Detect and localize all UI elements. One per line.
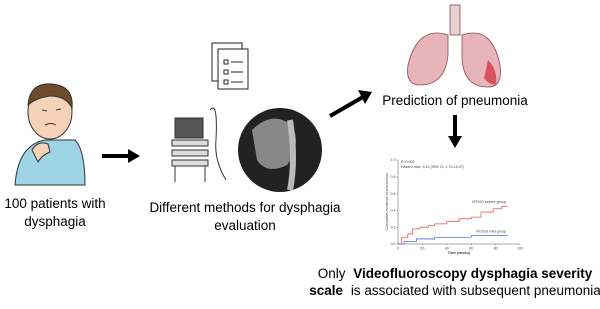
conclusion: Only Videofluoroscopy dysphagia severity [318, 266, 593, 281]
step-segment [404, 238, 417, 242]
conclusion: scale is associated with subsequent pneu… [309, 283, 600, 298]
step-segment [407, 228, 414, 235]
conclusion-text: scale [309, 283, 343, 298]
step-segment [416, 237, 435, 240]
y-tick-label: 1.0 [391, 158, 396, 162]
step-segment [471, 212, 482, 218]
methods-label: evaluation [214, 218, 276, 233]
step-segment [434, 235, 472, 238]
y-tick-label: 0.6 [391, 192, 396, 196]
step-segment [398, 241, 405, 245]
conclusion-text: Videofluoroscopy dysphagia severity [353, 266, 593, 281]
methods-label: Different methods for dysphagia [149, 200, 341, 215]
patients-label: dysphagia [24, 214, 86, 229]
documents-icon [211, 42, 249, 90]
arrow [448, 115, 462, 148]
annotation: Hazard ratio, 5.12 (95% CI, 1.70-15.37) [401, 165, 464, 169]
x-tick-label: 0 [397, 247, 399, 251]
patient-icon [14, 83, 86, 186]
annotation: P=0.002 [401, 160, 415, 164]
xray-image [238, 108, 322, 192]
x-tick-label: 60 [469, 247, 473, 251]
conclusion-text: is associated with subsequent pneumonia [351, 283, 600, 298]
x-tick-label: 20 [420, 247, 424, 251]
y-tick-label: 0.8 [391, 175, 396, 179]
series-label: VFDSS severe group [472, 200, 506, 204]
step-segment [480, 208, 494, 213]
conclusion-text: Only [318, 266, 346, 281]
prediction-label: Prediction of pneumonia [382, 93, 528, 108]
x-tick-label: 80 [494, 247, 498, 251]
x-axis-label: Time (weeks) [448, 251, 471, 255]
km-chart: 0.0 0.2 0.4 0.6 0.8 1.0 0 20 40 60 80 100 Time (week… [385, 158, 523, 255]
step-segment [401, 233, 409, 238]
x-tick-label: 40 [445, 247, 449, 251]
step-segment [434, 221, 448, 225]
arrow [329, 90, 372, 118]
arrow [102, 149, 140, 163]
step-segment [459, 217, 472, 220]
step-segment [412, 227, 421, 230]
series-label: VFDSS mild group [476, 230, 506, 234]
equipment-icon [171, 107, 227, 182]
lungs-icon [407, 4, 501, 88]
y-tick-label: 0.2 [391, 225, 396, 229]
y-tick-label: 0.0 [391, 242, 396, 246]
y-tick-label: 0.4 [391, 209, 396, 213]
y-axis-label: Cumulative incidence of pneumonia [385, 174, 389, 231]
step-segment [428, 223, 435, 226]
step-segment [493, 206, 503, 210]
step-segment [398, 237, 403, 245]
x-tick-label: 100 [517, 247, 523, 251]
patients-label: 100 patients with [4, 196, 105, 211]
step-segment [446, 218, 460, 222]
step-segment [419, 225, 429, 228]
